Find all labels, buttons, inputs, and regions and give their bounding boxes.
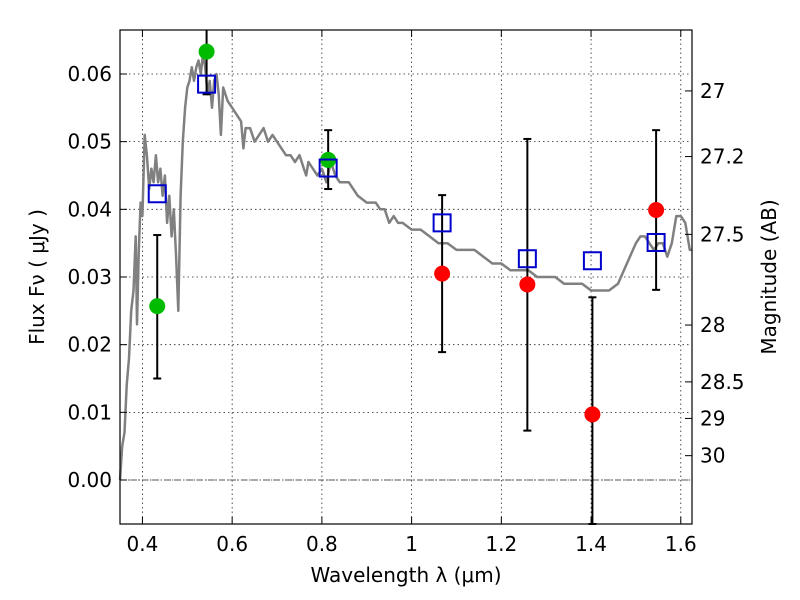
y-tick-label: 0.04: [67, 197, 112, 221]
x-axis-label: Wavelength λ (μm): [310, 563, 501, 587]
x-tick-label: 1.6: [665, 532, 697, 556]
y2-tick-label: 27.2: [700, 145, 745, 169]
y-axis: 0.00 0.01 0.02 0.03 0.04 0.05 0.06: [67, 62, 127, 492]
model-square-marker: [197, 74, 217, 94]
x-tick-label: 1.2: [485, 532, 517, 556]
model-square-marker: [318, 158, 338, 178]
flux-point: [149, 298, 166, 315]
y-axis-label: Flux Fν ( μJy ): [25, 209, 49, 345]
x-tick-label: 0.6: [216, 532, 248, 556]
y2-tick-label: 28.5: [700, 370, 745, 394]
flux-point: [434, 265, 451, 282]
flux-point: [584, 406, 601, 423]
y2-tick-label: 29: [700, 406, 725, 430]
x-tick-label: 0.8: [306, 532, 338, 556]
series-layer: [118, 30, 692, 525]
x-tick-label: 0.4: [127, 532, 159, 556]
y-tick-label: 0.01: [67, 400, 112, 424]
model-square-marker: [646, 232, 666, 252]
y-tick-label: 0.03: [67, 265, 112, 289]
y2-tick-label: 28: [700, 313, 725, 337]
y2-tick-label: 30: [700, 444, 725, 468]
grid: [120, 30, 692, 524]
y2-axis-label: Magnitude (AB): [757, 199, 781, 354]
y-tick-label: 0.00: [67, 468, 112, 492]
x-tick-label: 1: [405, 532, 418, 556]
y-tick-label: 0.05: [67, 130, 112, 154]
x-axis: 0.4 0.6 0.8 1 1.2 1.4 1.6: [127, 30, 697, 556]
y2-axis: 27 27.2 27.5 28 28.5 29 30: [685, 79, 745, 468]
model-square-marker: [517, 249, 537, 269]
model-square-marker: [432, 213, 452, 233]
model-square-marker: [582, 251, 602, 271]
model-square-marker: [147, 184, 167, 204]
y-tick-label: 0.06: [67, 62, 112, 86]
y2-tick-label: 27.5: [700, 222, 745, 246]
y-tick-label: 0.02: [67, 333, 112, 357]
x-tick-label: 1.4: [575, 532, 607, 556]
y2-tick-label: 27: [700, 79, 725, 103]
template-spectrum-line: [118, 52, 692, 481]
flux-point: [198, 43, 215, 60]
flux-point: [519, 276, 536, 293]
flux-point: [648, 202, 665, 219]
